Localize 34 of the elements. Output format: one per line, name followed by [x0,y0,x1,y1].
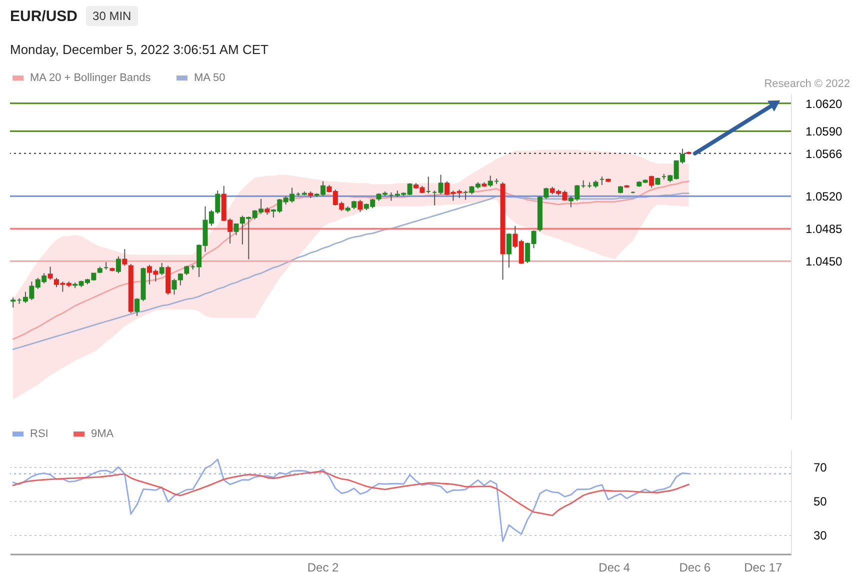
legend-label: RSI [30,428,48,440]
legend-label: 9MA [91,428,114,440]
candlestick [234,224,239,236]
candlestick [48,266,53,280]
legend-label: MA 50 [194,72,226,84]
y-tick-label: 1.0566 [806,146,843,161]
candlestick [649,175,654,188]
candlestick [159,262,164,276]
text: Research © 2022 [764,78,850,90]
text: 30 MIN [86,6,138,26]
x-tick-label: Dec 6 [679,560,711,574]
y-tick-label: 1.0520 [806,190,843,204]
y-tick-label: 1.0485 [806,222,843,236]
y-tick-label: 70 [814,460,828,475]
y-tick-label: 1.0620 [806,96,843,111]
candlestick [438,174,444,195]
y-tick-label: 50 [814,494,828,509]
y-tick-label: 30 [814,528,828,543]
x-tick-label: Dec 2 [307,560,340,574]
candlestick [10,296,16,308]
candlestick [122,248,128,266]
y-tick-label: 1.0590 [806,124,843,139]
y-tick-label: 1.0450 [806,254,843,269]
candlestick [116,256,121,274]
legend-label: MA 20 + Bollinger Bands [30,72,152,84]
candlestick [506,232,512,268]
x-tick-label: Dec 4 [598,560,630,574]
chart-title: EUR/USD [10,8,78,24]
x-tick-label: Dec 17 [744,560,782,574]
chart-subtitle: Monday, December 5, 2022 3:06:51 AM CET [10,42,268,57]
line-series [12,470,690,516]
candlestick [172,278,177,296]
candlestick [178,272,183,286]
candlestick [358,199,363,212]
